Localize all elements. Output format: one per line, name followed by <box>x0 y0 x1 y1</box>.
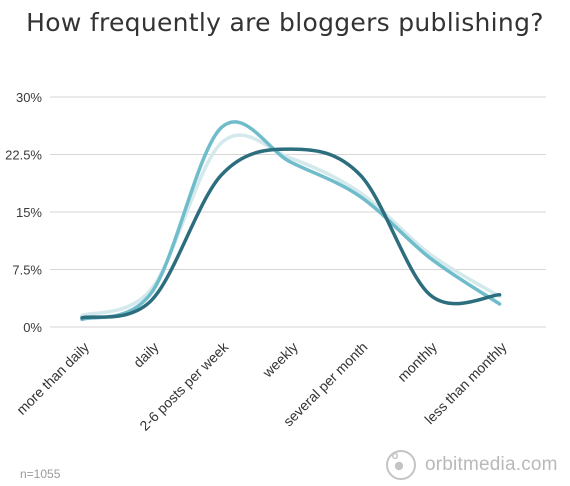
y-tick-label: 7.5% <box>12 263 42 278</box>
x-tick-label: weekly <box>259 339 301 381</box>
x-tick-label: daily <box>130 339 162 371</box>
series-line-2 <box>80 120 502 322</box>
series-lines <box>80 120 502 322</box>
sample-size-label: n=1055 <box>20 467 61 481</box>
x-tick-label: more than daily <box>13 339 92 418</box>
brand-logo[interactable]: orbitmedia.com <box>384 446 558 484</box>
y-tick-label: 22.5% <box>5 148 42 163</box>
y-tick-label: 30% <box>16 90 42 105</box>
series-line-3 <box>80 147 502 320</box>
chart-title: How frequently are bloggers publishing? <box>26 8 544 37</box>
y-tick-label: 15% <box>16 205 42 220</box>
series-line-1 <box>80 133 502 318</box>
brand-name: orbitmedia.com <box>425 454 558 475</box>
y-tick-label: 0% <box>23 320 42 335</box>
y-axis-ticks: 0% 7.5% 15% 22.5% 30% <box>5 90 42 335</box>
grid-lines <box>50 96 546 328</box>
orbit-logo-icon <box>386 450 416 480</box>
x-tick-label: monthly <box>394 339 440 385</box>
